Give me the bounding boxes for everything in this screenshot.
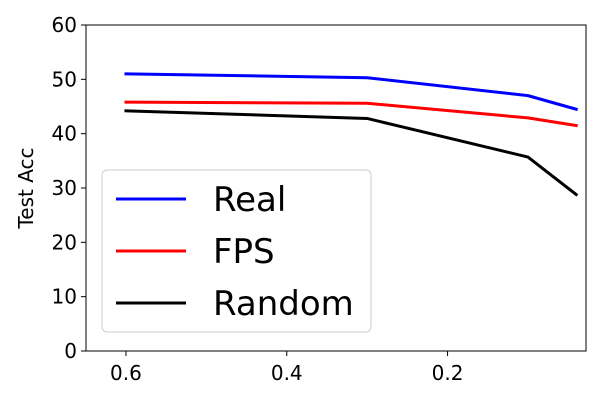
y-axis-label: Test Acc [14,147,38,229]
x-tick-label: 0.2 [432,361,464,385]
legend-label-fps: FPS [213,232,275,272]
y-tick-label: 20 [52,230,77,254]
x-axis: 0.6 0.4 0.2 [110,351,463,385]
y-axis: 0 10 20 30 40 50 60 [52,13,86,363]
y-tick-label: 50 [52,67,77,91]
series-layer [124,72,579,197]
legend-label-random: Random [213,284,354,324]
y-tick-label: 60 [52,13,77,37]
series-line-fps [124,100,578,128]
legend: Real FPS Random [101,169,372,333]
y-tick-label: 10 [52,285,77,309]
y-tick-label: 0 [64,339,77,363]
x-tick-label: 0.6 [110,361,142,385]
series-line-real [124,72,579,112]
y-tick-label: 40 [52,122,77,146]
legend-label-real: Real [213,180,286,220]
y-tick-label: 30 [52,176,77,200]
series-line-random [124,109,579,197]
x-tick-label: 0.4 [271,361,303,385]
legend-box [101,169,372,333]
legend-items: Real FPS Random [116,180,354,324]
